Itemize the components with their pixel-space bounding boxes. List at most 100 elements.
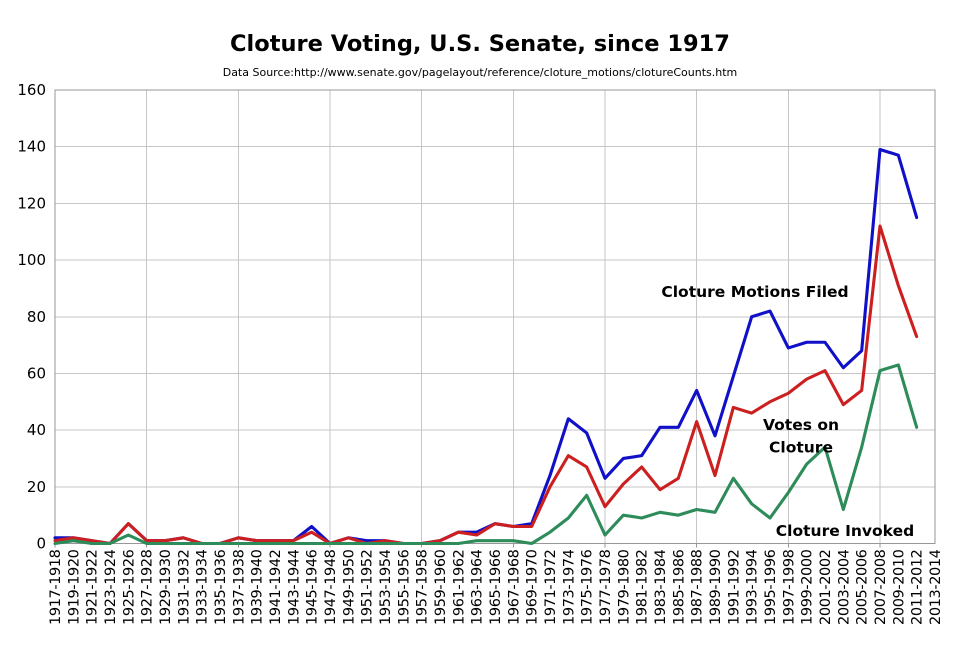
- series-label-cloture-motions-filed: Cloture Motions Filed: [661, 283, 848, 301]
- x-tick-label: 1943-1944: [286, 549, 302, 625]
- series-label-votes-on-cloture: Votes on Cloture: [763, 416, 839, 456]
- x-tick-label-group: 2011-2012: [910, 550, 926, 625]
- y-tick-label: 40: [27, 421, 46, 439]
- x-tick-label: 1923-1924: [103, 549, 119, 625]
- x-tick-label-group: 2007-2008: [873, 549, 889, 625]
- x-tick-label-group: 2009-2010: [891, 549, 907, 625]
- x-tick-label: 1933-1934: [195, 549, 211, 625]
- x-tick-label: 1931-1932: [176, 550, 192, 625]
- x-tick-label-group: 1991-1992: [726, 550, 742, 625]
- x-tick-label-group: 1959-1960: [433, 549, 449, 625]
- x-tick-label-group: 1933-1934: [195, 549, 211, 625]
- y-tick-label: 60: [27, 364, 46, 382]
- x-tick-label: 1929-1930: [158, 549, 174, 625]
- x-tick-label-group: 1939-1940: [250, 549, 266, 625]
- x-tick-label-group: 1927-1928: [140, 549, 156, 625]
- x-tick-label-group: 1945-1946: [305, 549, 321, 625]
- x-tick-label: 1987-1988: [690, 549, 706, 625]
- x-tick-label: 1991-1992: [726, 550, 742, 625]
- x-tick-label-group: 2013-2014: [928, 549, 944, 625]
- x-tick-label: 2007-2008: [873, 549, 889, 625]
- x-tick-label-group: 1981-1982: [635, 550, 651, 625]
- x-tick-label-group: 1929-1930: [158, 549, 174, 625]
- x-tick-label-group: 1979-1980: [616, 549, 632, 625]
- gridlines: [55, 90, 935, 544]
- x-tick-label-group: 1985-1986: [671, 549, 687, 625]
- chart-title: Cloture Voting, U.S. Senate, since 1917: [230, 31, 730, 57]
- x-tick-label: 1957-1958: [415, 549, 431, 625]
- series-label-cloture-invoked: Cloture Invoked: [776, 522, 914, 540]
- x-tick-label-group: 1951-1952: [360, 550, 376, 625]
- x-tick-label: 2013-2014: [928, 549, 944, 625]
- x-tick-label-group: 1993-1994: [745, 549, 761, 625]
- x-tick-label-group: 1969-1970: [525, 549, 541, 625]
- x-tick-label-group: 1955-1956: [396, 549, 412, 625]
- x-tick-label-group: 1977-1978: [598, 549, 614, 625]
- x-tick-label: 1919-1920: [66, 549, 82, 625]
- x-tick-label: 1927-1928: [140, 549, 156, 625]
- x-tick-label-group: 2001-2002: [818, 550, 834, 625]
- y-tick-label: 100: [17, 251, 46, 269]
- y-tick-label: 120: [17, 194, 46, 212]
- x-tick-label: 1977-1978: [598, 549, 614, 625]
- x-tick-label: 1955-1956: [396, 549, 412, 625]
- x-tick-label: 2003-2004: [836, 549, 852, 625]
- x-tick-label: 1989-1990: [708, 549, 724, 625]
- x-tick-label-group: 1957-1958: [415, 549, 431, 625]
- x-tick-label-group: 1921-1922: [85, 550, 101, 625]
- x-tick-label: 1939-1940: [250, 549, 266, 625]
- x-tick-label: 2009-2010: [891, 549, 907, 625]
- x-tick-label-group: 1943-1944: [286, 549, 302, 625]
- x-tick-label: 1979-1980: [616, 549, 632, 625]
- x-tick-label-group: 1987-1988: [690, 549, 706, 625]
- x-tick-label-group: 1975-1976: [580, 549, 596, 625]
- x-tick-label: 1949-1950: [341, 549, 357, 625]
- x-tick-label: 1985-1986: [671, 549, 687, 625]
- x-tick-label-group: 1971-1972: [543, 550, 559, 625]
- chart-subtitle: Data Source:http://www.senate.gov/pagela…: [223, 66, 738, 79]
- x-tick-label: 1959-1960: [433, 549, 449, 625]
- x-tick-label: 1993-1994: [745, 549, 761, 625]
- x-tick-label: 1917-1918: [48, 549, 64, 625]
- x-tick-label: 1971-1972: [543, 550, 559, 625]
- x-tick-label: 1951-1952: [360, 550, 376, 625]
- x-tick-label: 1969-1970: [525, 549, 541, 625]
- x-tick-label-group: 1999-2000: [800, 549, 816, 625]
- x-tick-label-group: 1925-1926: [121, 549, 137, 625]
- y-tick-label: 0: [36, 535, 46, 553]
- x-tick-label-group: 1949-1950: [341, 549, 357, 625]
- x-tick-label-group: 1941-1942: [268, 550, 284, 625]
- x-tick-label-group: 1995-1996: [763, 549, 779, 625]
- x-tick-label: 1999-2000: [800, 549, 816, 625]
- x-tick-label-group: 2005-2006: [855, 549, 871, 625]
- x-tick-label: 2005-2006: [855, 549, 871, 625]
- y-tick-label: 160: [17, 81, 46, 99]
- x-tick-label: 1973-1974: [561, 549, 577, 625]
- x-tick-label: 2001-2002: [818, 550, 834, 625]
- x-tick-label-group: 1973-1974: [561, 549, 577, 625]
- x-tick-label: 1965-1966: [488, 549, 504, 625]
- x-tick-label-group: 1931-1932: [176, 550, 192, 625]
- x-tick-label-group: 1997-1998: [781, 549, 797, 625]
- x-tick-label-group: 1917-1918: [48, 549, 64, 625]
- y-axis-labels: 0 20 40 60 80 100 120 140 160: [17, 81, 46, 553]
- x-tick-label: 1937-1938: [231, 549, 247, 625]
- x-tick-label-group: 2003-2004: [836, 549, 852, 625]
- series-line-cloture-motions-filed: [53, 147, 919, 546]
- x-tick-label: 2011-2012: [910, 550, 926, 625]
- x-tick-label: 1975-1976: [580, 549, 596, 625]
- x-tick-label: 1963-1964: [470, 549, 486, 625]
- x-tick-label-group: 1947-1948: [323, 549, 339, 625]
- y-tick-label: 20: [27, 478, 46, 496]
- x-tick-label-group: 1989-1990: [708, 549, 724, 625]
- x-tick-label: 1967-1968: [506, 549, 522, 625]
- x-tick-label: 1961-1962: [451, 550, 467, 625]
- x-tick-label: 1995-1996: [763, 549, 779, 625]
- x-tick-label-group: 1961-1962: [451, 550, 467, 625]
- x-tick-label-group: 1983-1984: [653, 549, 669, 625]
- x-tick-label: 1981-1982: [635, 550, 651, 625]
- x-tick-label-group: 1919-1920: [66, 549, 82, 625]
